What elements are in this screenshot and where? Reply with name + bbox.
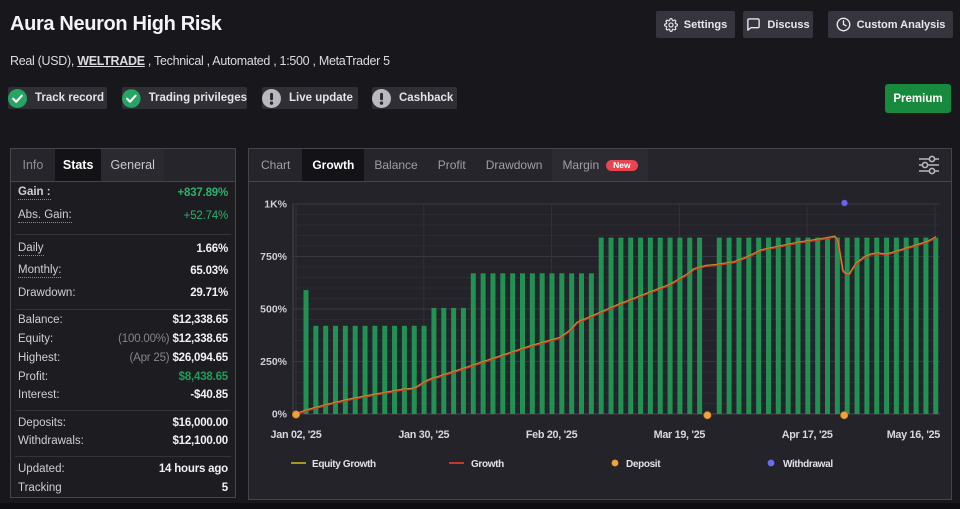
svg-text:Jan 30, '25: Jan 30, '25 (398, 429, 449, 441)
svg-text:May 16, '25: May 16, '25 (887, 429, 941, 441)
svg-text:Apr 17, '25: Apr 17, '25 (782, 429, 833, 441)
svg-text:Equity Growth: Equity Growth (312, 459, 376, 470)
svg-text:Growth: Growth (471, 459, 504, 470)
svg-text:250%: 250% (260, 356, 288, 368)
svg-text:Jan 02, '25: Jan 02, '25 (271, 429, 322, 441)
svg-text:Feb 20, '25: Feb 20, '25 (526, 429, 578, 441)
svg-text:Withdrawal: Withdrawal (783, 459, 833, 470)
svg-text:750%: 750% (260, 251, 288, 263)
svg-text:500%: 500% (260, 304, 288, 316)
svg-text:Mar 19, '25: Mar 19, '25 (654, 429, 706, 441)
svg-text:1K%: 1K% (264, 199, 287, 211)
svg-text:0%: 0% (272, 409, 288, 421)
svg-text:Deposit: Deposit (626, 459, 661, 470)
